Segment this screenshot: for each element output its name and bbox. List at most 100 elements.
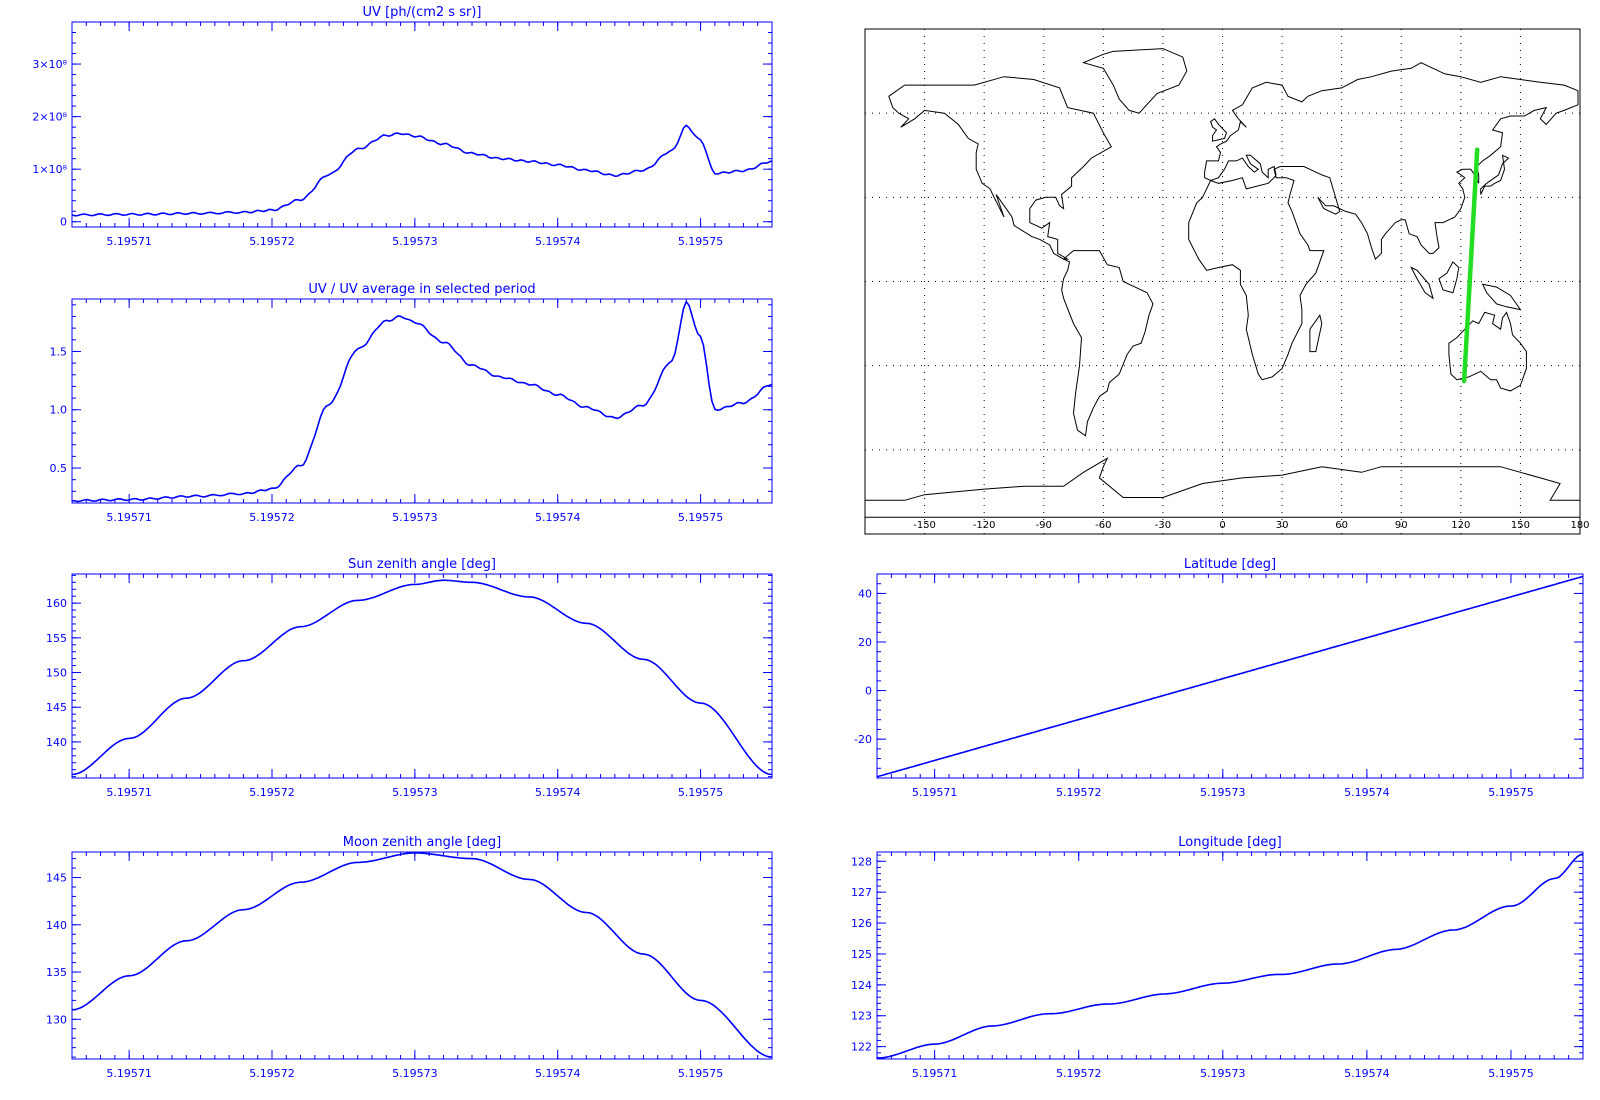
x-tick-label: 5.19573 [1200,1067,1246,1080]
y-tick-label: 150 [46,667,67,680]
coastline-borneo [1438,261,1460,294]
y-tick-label: 130 [46,1013,67,1026]
series-line [71,300,773,503]
y-tick-label: 125 [851,948,872,961]
coastline-britain [1210,118,1228,142]
y-tick-label: 135 [46,966,67,979]
y-tick-label: 3×10⁸ [32,58,67,71]
x-tick-label: 5.19571 [106,1067,152,1080]
x-tick-label: 5.19574 [535,235,581,248]
plot-frame [71,851,773,1060]
coastline-japan [1480,154,1510,195]
moon-zenith-chart: 5.19571 5.19572 5.19573 5.19574 5.19575 130 13… [46,835,773,1080]
y-tick-label: 0.5 [50,462,68,475]
plot-frame [71,21,773,228]
series-line [71,852,773,1058]
series-line [876,575,1584,778]
map-lon-label: -30 [1155,520,1171,531]
sun-zenith-chart: 5.19571 5.19572 5.19573 5.19574 5.19575 140 14… [46,557,773,799]
y-tick-label: 0 [60,216,67,229]
coastline-australia [1448,311,1527,392]
y-tick-label: 145 [46,701,67,714]
map-lon-label: -60 [1095,520,1111,531]
map-lon-label: 60 [1335,520,1348,531]
map-lon-label: 150 [1511,520,1530,531]
x-tick-label: 5.19575 [1488,1067,1534,1080]
x-tick-label: 5.19574 [535,511,581,524]
coastline-antarctica [864,457,1581,518]
x-tick-label: 5.19575 [678,1067,724,1080]
x-tick-label: 5.19572 [249,1067,295,1080]
y-tick-label: 126 [851,917,872,930]
coastline-north-america [888,76,1112,260]
y-tick-label: 140 [46,919,67,932]
longitude-chart: 5.19571 5.19572 5.19573 5.19574 5.19575 122 12… [851,835,1584,1080]
world-map: -150 -120 -90 -60 -30 0 30 60 90 120 150 180 [864,28,1590,535]
y-tick-label: 140 [46,736,67,749]
x-tick-label: 5.19575 [678,511,724,524]
chart-title: UV / UV average in selected period [308,282,535,297]
map-lon-label: -90 [1036,520,1052,531]
x-tick-label: 5.19571 [106,786,152,799]
y-tick-label: 124 [851,979,872,992]
x-tick-label: 5.19572 [1056,1067,1102,1080]
series-line [71,579,773,776]
x-tick-label: 5.19575 [1488,786,1534,799]
y-tick-label: -20 [854,733,872,746]
y-tick-label: 40 [858,587,872,600]
x-tick-label: 5.19573 [392,235,438,248]
map-lon-label: 120 [1451,520,1470,531]
x-tick-label: 5.19572 [249,786,295,799]
plot-frame [71,298,773,504]
x-tick-label: 5.19571 [912,1067,958,1080]
y-tick-label: 0 [865,685,872,698]
satellite-track [1461,147,1480,384]
plot-frame [876,573,1584,779]
coastline-new-guinea [1481,283,1522,311]
y-tick-label: 1.0 [50,404,68,417]
y-tick-label: 160 [46,597,67,610]
map-lon-label: 90 [1395,520,1408,531]
map-lon-label: 180 [1570,520,1589,531]
x-tick-label: 5.19571 [106,511,152,524]
y-tick-label: 127 [851,886,872,899]
uv-ratio-chart: 5.19571 5.19572 5.19573 5.19574 5.19575 0.5 1.… [50,282,773,524]
x-tick-label: 5.19574 [535,1067,581,1080]
x-tick-label: 5.19573 [1200,786,1246,799]
y-tick-label: 155 [46,632,67,645]
plot-frame [71,573,773,779]
map-lon-label: -120 [973,520,996,531]
y-tick-label: 1×10⁸ [32,163,67,176]
y-tick-label: 2×10⁸ [32,111,67,124]
chart-title: Longitude [deg] [1178,835,1281,850]
y-tick-label: 20 [858,636,872,649]
latitude-chart: 5.19571 5.19572 5.19573 5.19574 5.19575 -20 0 2… [854,557,1584,799]
chart-title: Sun zenith angle [deg] [348,557,496,572]
map-lon-label: 30 [1276,520,1289,531]
x-tick-label: 5.19572 [1056,786,1102,799]
series-line [876,853,1584,1059]
x-tick-label: 5.19573 [392,786,438,799]
chart-title: Latitude [deg] [1184,557,1276,572]
y-tick-label: 1.5 [50,345,68,358]
x-tick-label: 5.19573 [392,511,438,524]
coastline-south-america [1061,250,1154,437]
x-tick-label: 5.19574 [1344,786,1390,799]
x-tick-label: 5.19571 [912,786,958,799]
x-tick-label: 5.19572 [249,511,295,524]
x-tick-label: 5.19574 [535,786,581,799]
chart-title: UV [ph/(cm2 s sr)] [363,5,482,20]
coastline-greenland [1081,48,1188,114]
coastline-madagascar [1309,314,1323,353]
map-lon-label: -150 [913,520,936,531]
y-tick-label: 122 [851,1041,872,1054]
x-tick-label: 5.19572 [249,235,295,248]
x-tick-label: 5.19573 [392,1067,438,1080]
y-tick-label: 123 [851,1010,872,1023]
x-tick-label: 5.19574 [1344,1067,1390,1080]
series-line [71,124,773,217]
coastline-sumatra [1410,266,1434,300]
map-lon-label: 0 [1219,520,1225,531]
uv-chart: 5.19571 5.19572 5.19573 5.19574 5.19575 0 1×10… [32,5,773,248]
